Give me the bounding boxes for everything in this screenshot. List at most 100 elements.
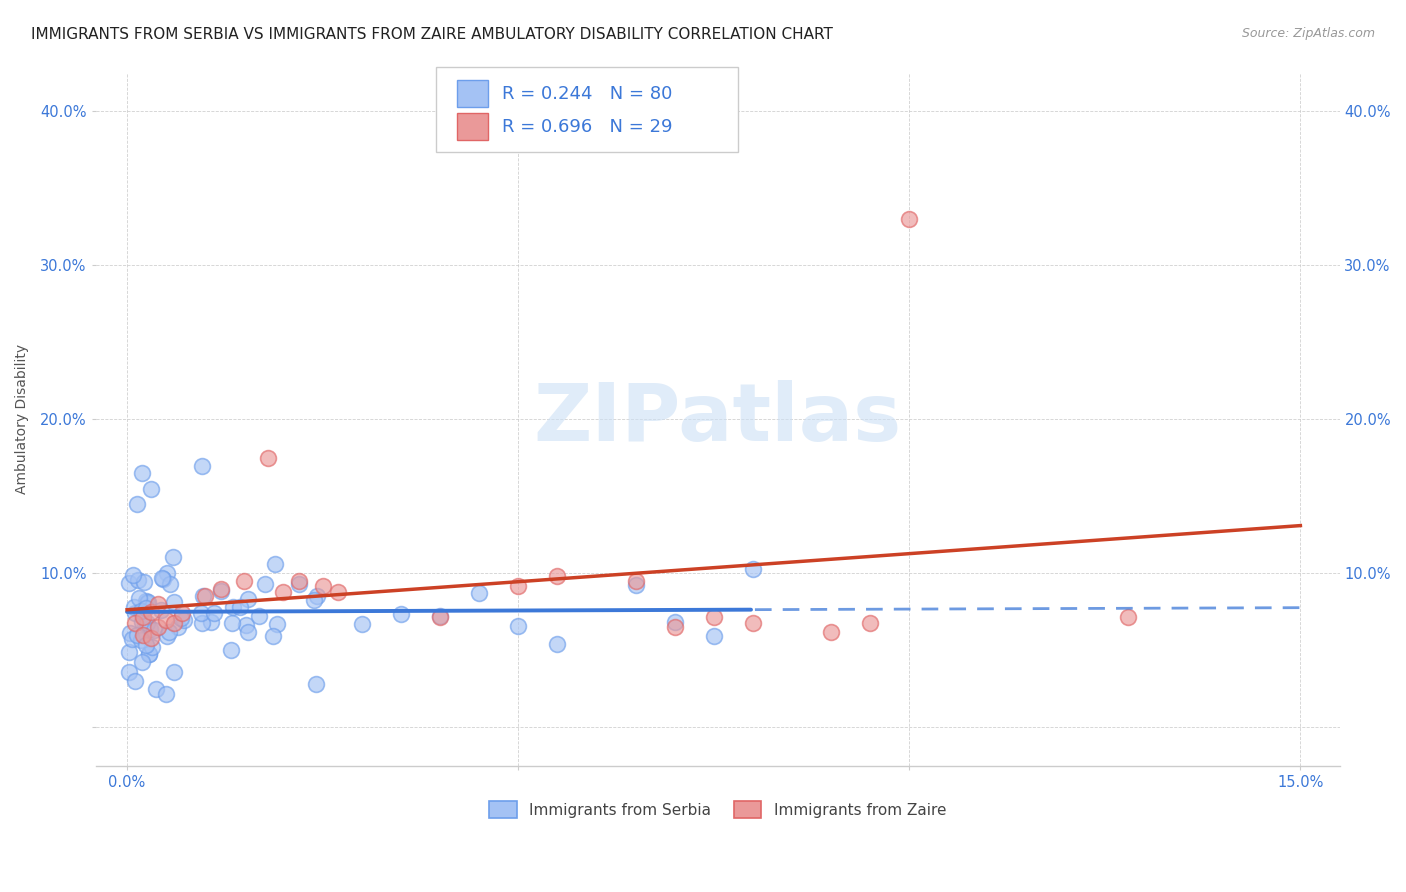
Point	[664, 620, 686, 634]
Point	[209, 584, 232, 599]
Point	[124, 606, 146, 620]
Point	[118, 625, 141, 640]
Point	[898, 212, 921, 227]
Point	[134, 617, 156, 632]
Point	[167, 620, 190, 634]
Point	[173, 613, 195, 627]
Point	[136, 595, 159, 609]
Point	[200, 615, 222, 630]
Text: Source: ZipAtlas.com: Source: ZipAtlas.com	[1241, 27, 1375, 40]
Point	[741, 562, 763, 576]
Point	[131, 467, 153, 481]
Point	[508, 618, 530, 632]
Point	[138, 647, 160, 661]
Point	[229, 600, 252, 615]
Point	[820, 624, 842, 639]
Point	[155, 686, 177, 700]
Point	[546, 569, 568, 583]
Point	[1116, 609, 1139, 624]
Point	[131, 628, 153, 642]
Point	[156, 566, 179, 580]
Point	[266, 617, 288, 632]
Point	[204, 606, 226, 620]
Point	[129, 604, 152, 618]
Point	[121, 632, 143, 646]
Point	[254, 577, 277, 591]
Point	[122, 567, 145, 582]
Point	[162, 549, 184, 564]
Point	[145, 681, 167, 696]
Point	[389, 607, 412, 621]
Point	[468, 585, 491, 599]
Point	[117, 665, 139, 679]
Point	[264, 557, 287, 571]
Point	[235, 618, 257, 632]
Point	[236, 591, 259, 606]
Point	[221, 616, 243, 631]
Point	[139, 631, 162, 645]
Point	[136, 616, 159, 631]
Point	[238, 625, 260, 640]
Point	[152, 572, 174, 586]
Point	[350, 616, 373, 631]
Point	[131, 615, 153, 629]
Legend: Immigrants from Serbia, Immigrants from Zaire: Immigrants from Serbia, Immigrants from …	[484, 795, 952, 824]
Point	[859, 615, 882, 630]
Point	[139, 623, 162, 637]
Point	[157, 625, 180, 640]
Point	[125, 497, 148, 511]
Point	[190, 606, 212, 620]
Point	[131, 633, 153, 648]
Text: ZIPatlas: ZIPatlas	[533, 380, 901, 458]
Point	[703, 609, 725, 624]
Text: R = 0.244   N = 80: R = 0.244 N = 80	[502, 85, 672, 103]
Point	[135, 594, 157, 608]
Point	[288, 577, 311, 591]
Point	[191, 458, 214, 473]
Point	[311, 579, 333, 593]
Point	[128, 591, 150, 605]
Point	[703, 629, 725, 643]
Point	[194, 590, 217, 604]
Point	[148, 620, 170, 634]
Point	[132, 574, 155, 589]
Point	[328, 585, 350, 599]
Point	[624, 578, 647, 592]
Y-axis label: Ambulatory Disability: Ambulatory Disability	[15, 344, 30, 494]
Point	[624, 574, 647, 588]
Point	[131, 609, 153, 624]
Point	[257, 450, 280, 465]
Text: R = 0.696   N = 29: R = 0.696 N = 29	[502, 118, 672, 136]
Point	[141, 640, 163, 654]
Point	[135, 638, 157, 652]
Text: IMMIGRANTS FROM SERBIA VS IMMIGRANTS FROM ZAIRE AMBULATORY DISABILITY CORRELATIO: IMMIGRANTS FROM SERBIA VS IMMIGRANTS FRO…	[31, 27, 832, 42]
Point	[127, 628, 149, 642]
Point	[262, 629, 284, 643]
Point	[124, 674, 146, 689]
Point	[247, 608, 270, 623]
Point	[169, 611, 191, 625]
Point	[142, 624, 165, 638]
Point	[163, 665, 186, 680]
Point	[304, 677, 326, 691]
Point	[429, 609, 451, 624]
Point	[163, 595, 186, 609]
Point	[141, 482, 163, 496]
Point	[155, 613, 177, 627]
Point	[124, 615, 146, 630]
Point	[138, 647, 160, 661]
Point	[222, 600, 245, 615]
Point	[163, 615, 186, 630]
Point	[118, 575, 141, 590]
Point	[302, 592, 325, 607]
Point	[150, 571, 173, 585]
Point	[219, 642, 242, 657]
Point	[139, 605, 162, 619]
Point	[429, 608, 451, 623]
Point	[664, 615, 686, 629]
Point	[546, 637, 568, 651]
Point	[191, 589, 214, 603]
Point	[122, 599, 145, 614]
Point	[131, 655, 153, 669]
Point	[135, 600, 157, 615]
